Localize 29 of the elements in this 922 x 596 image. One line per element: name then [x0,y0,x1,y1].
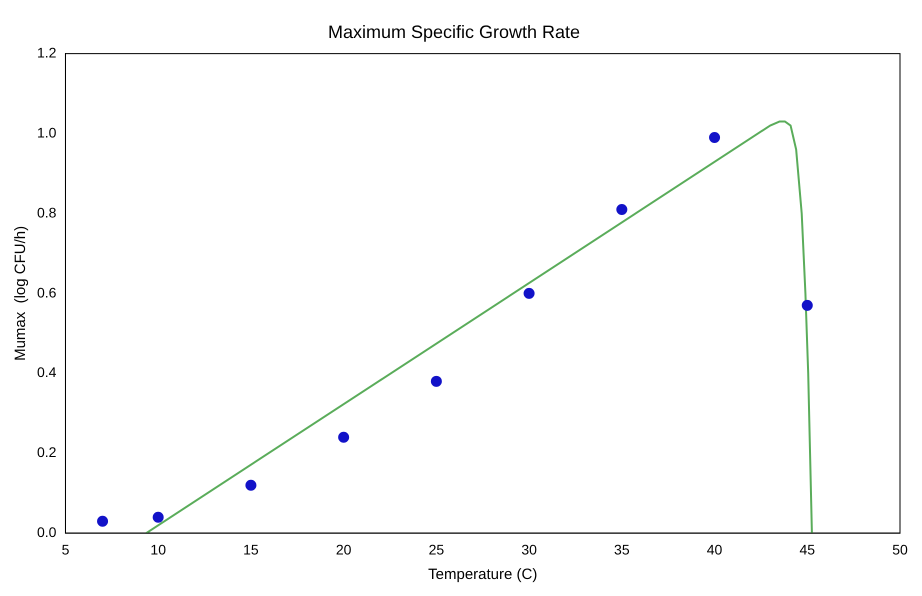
y-tick-label: 0.6 [36,284,57,300]
x-tick-label: 10 [150,541,166,558]
x-tick-label: 35 [614,541,630,558]
point [616,204,628,215]
y-axis-title: Mumax (log CFU/h) [12,226,30,361]
y-tick-label: 1.0 [36,124,57,140]
x-tick-label: 15 [243,541,259,558]
x-tick-label: 40 [706,541,723,558]
point [338,432,350,443]
point [152,512,164,523]
x-axis-title: Temperature (C) [428,566,538,584]
point [524,288,535,299]
point [245,480,256,491]
x-tick-label: 25 [428,541,444,558]
y-tick-label: 0.0 [36,524,57,540]
chart-title: Maximum Specific Growth Rate [328,22,580,42]
y-tick-label: 1.2 [36,44,57,60]
point [802,300,813,311]
x-tick-label: 20 [336,541,352,558]
point [430,376,442,387]
y-tick-label: 0.4 [36,364,57,380]
x-tick-label: 50 [892,541,908,558]
point [709,132,720,144]
y-tick-label: 0.2 [36,444,57,460]
x-tick-label: 45 [799,541,816,558]
y-tick-label: 0.8 [36,204,57,220]
point [97,516,108,527]
x-tick-label: 5 [62,541,70,558]
x-tick-label: 30 [521,541,538,558]
